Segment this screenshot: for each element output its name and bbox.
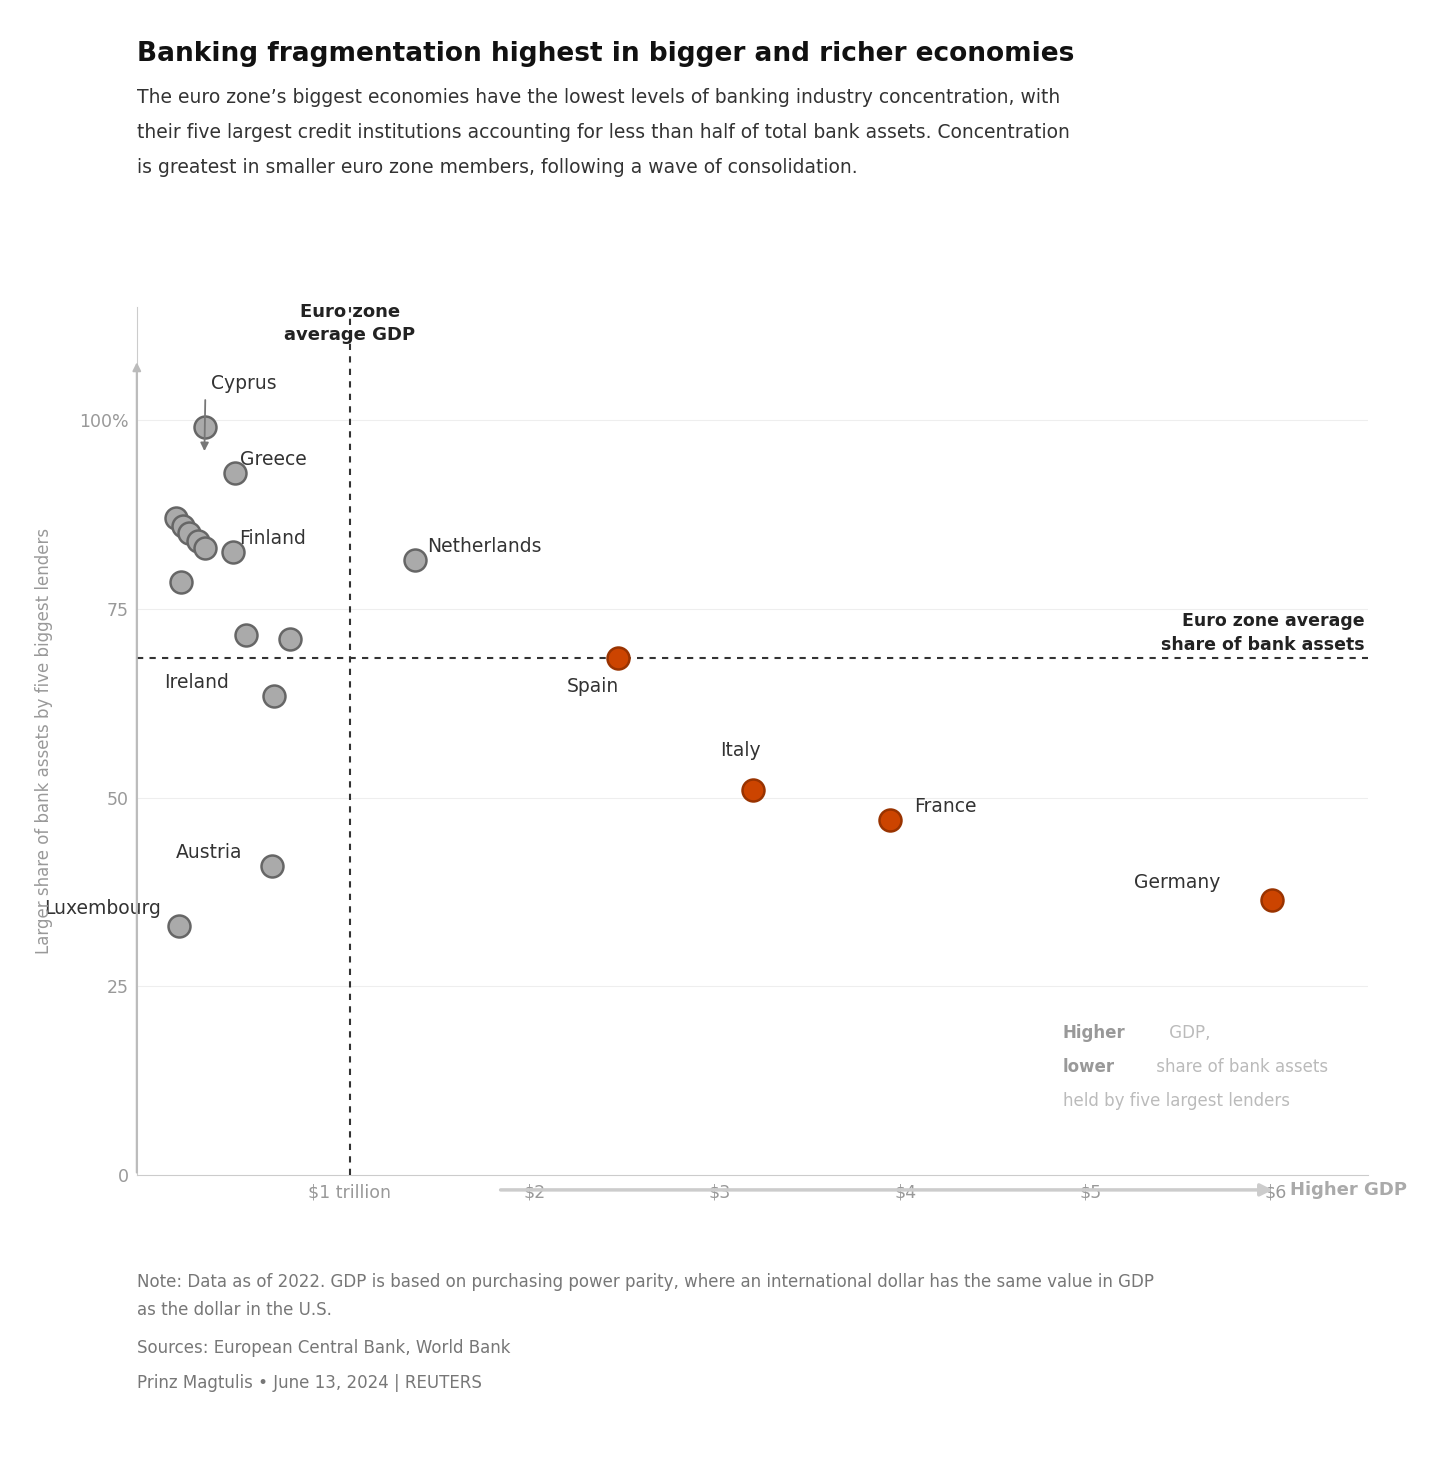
Text: Spain: Spain <box>566 676 619 695</box>
Text: Banking fragmentation highest in bigger and richer economies: Banking fragmentation highest in bigger … <box>137 41 1074 67</box>
Point <box>606 647 629 670</box>
Text: Larger share of bank assets by five biggest lenders: Larger share of bank assets by five bigg… <box>36 529 53 953</box>
Point <box>164 507 187 530</box>
Text: Finland: Finland <box>239 530 305 549</box>
Text: Note: Data as of 2022. GDP is based on purchasing power parity, where an interna: Note: Data as of 2022. GDP is based on p… <box>137 1273 1153 1318</box>
Text: Ireland: Ireland <box>164 673 229 692</box>
Text: Italy: Italy <box>720 740 760 759</box>
Text: their five largest credit institutions accounting for less than half of total ba: their five largest credit institutions a… <box>137 123 1070 142</box>
Point <box>261 854 284 877</box>
Text: is greatest in smaller euro zone members, following a wave of consolidation.: is greatest in smaller euro zone members… <box>137 158 857 177</box>
Text: Austria: Austria <box>176 842 242 861</box>
Text: Greece: Greece <box>240 450 307 469</box>
Point <box>235 623 258 647</box>
Text: France: France <box>914 797 976 816</box>
Text: Netherlands: Netherlands <box>428 537 541 556</box>
Point <box>168 914 192 937</box>
Text: Luxembourg: Luxembourg <box>45 899 161 918</box>
Text: share of bank assets: share of bank assets <box>1152 1058 1329 1076</box>
Text: The euro zone’s biggest economies have the lowest levels of banking industry con: The euro zone’s biggest economies have t… <box>137 88 1060 107</box>
Text: Higher: Higher <box>1063 1025 1125 1042</box>
Text: Euro zone average
share of bank assets: Euro zone average share of bank assets <box>1161 613 1364 654</box>
Point <box>222 540 245 564</box>
Text: Prinz Magtulis • June 13, 2024 | REUTERS: Prinz Magtulis • June 13, 2024 | REUTERS <box>137 1374 481 1391</box>
Point <box>878 809 901 832</box>
Point <box>186 529 209 552</box>
Point <box>194 416 217 439</box>
Point <box>171 514 194 537</box>
Point <box>223 461 246 485</box>
Point <box>742 778 765 802</box>
Text: Euro zone
average GDP: Euro zone average GDP <box>284 302 415 345</box>
Text: Germany: Germany <box>1133 873 1220 892</box>
Point <box>177 521 200 545</box>
Text: Higher GDP: Higher GDP <box>1290 1181 1407 1199</box>
Text: held by five largest lenders: held by five largest lenders <box>1063 1092 1289 1110</box>
Point <box>1260 888 1283 911</box>
Point <box>403 548 426 571</box>
Point <box>279 628 302 651</box>
Text: Sources: European Central Bank, World Bank: Sources: European Central Bank, World Ba… <box>137 1339 510 1356</box>
Text: GDP,: GDP, <box>1165 1025 1211 1042</box>
Point <box>262 683 285 707</box>
Point <box>194 537 217 561</box>
Text: Cyprus: Cyprus <box>210 374 276 393</box>
Text: lower: lower <box>1063 1058 1115 1076</box>
Point <box>170 571 193 594</box>
